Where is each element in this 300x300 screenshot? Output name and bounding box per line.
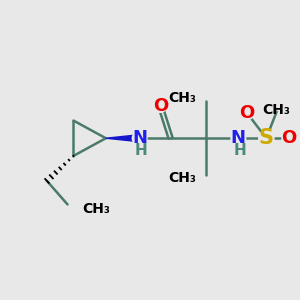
Text: H: H [233, 143, 246, 158]
Ellipse shape [231, 131, 246, 146]
Text: CH₃: CH₃ [168, 92, 196, 106]
Ellipse shape [132, 131, 147, 146]
Text: N: N [231, 129, 246, 147]
Text: N: N [132, 129, 147, 147]
Text: S: S [259, 128, 274, 148]
Ellipse shape [282, 132, 295, 145]
Text: O: O [239, 104, 255, 122]
Ellipse shape [259, 130, 274, 146]
Text: O: O [153, 97, 168, 115]
Polygon shape [106, 135, 140, 142]
Ellipse shape [241, 107, 254, 120]
Text: O: O [281, 129, 296, 147]
Text: CH₃: CH₃ [168, 171, 196, 185]
Text: CH₃: CH₃ [263, 103, 290, 117]
Text: H: H [135, 143, 148, 158]
Text: CH₃: CH₃ [82, 202, 110, 216]
Ellipse shape [154, 99, 167, 112]
